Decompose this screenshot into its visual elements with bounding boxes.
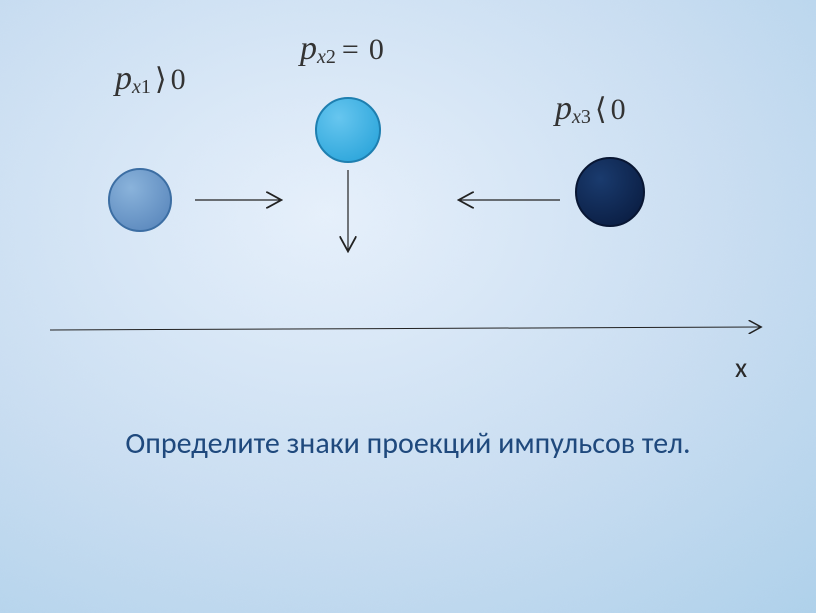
label-px2-op: = [342, 33, 359, 66]
label-px3-op: ⟨ [595, 93, 607, 126]
label-px1: px1⟩0 [115, 60, 186, 99]
label-px1-p: p [115, 60, 132, 97]
question-text: Определите знаки проекций импульсов тел. [0, 425, 816, 462]
label-px1-subn: 1 [141, 76, 151, 98]
label-px3-p: p [555, 90, 572, 127]
label-px2-val: 0 [369, 33, 384, 66]
label-px1-val: 0 [171, 63, 186, 96]
body-1-circle [108, 168, 172, 232]
label-px3: px3⟨0 [555, 90, 626, 129]
x-axis [50, 327, 760, 330]
body-2-circle [315, 97, 381, 163]
x-axis-label: x [735, 350, 747, 385]
label-px3-subx: x [572, 106, 581, 128]
label-px2-p: p [300, 30, 317, 67]
physics-slide: px1⟩0 px2=0 px3⟨0 x [0, 0, 816, 613]
label-px1-op: ⟩ [155, 63, 167, 96]
slide-content: px1⟩0 px2=0 px3⟨0 x [0, 0, 816, 613]
label-px3-val: 0 [611, 93, 626, 126]
label-px2-subn: 2 [326, 46, 336, 68]
label-px1-subx: x [132, 76, 141, 98]
label-px2: px2 = 0 [300, 30, 384, 69]
label-px3-subn: 3 [581, 106, 591, 128]
body-3-circle [575, 157, 645, 227]
label-px2-subx: x [317, 46, 326, 68]
